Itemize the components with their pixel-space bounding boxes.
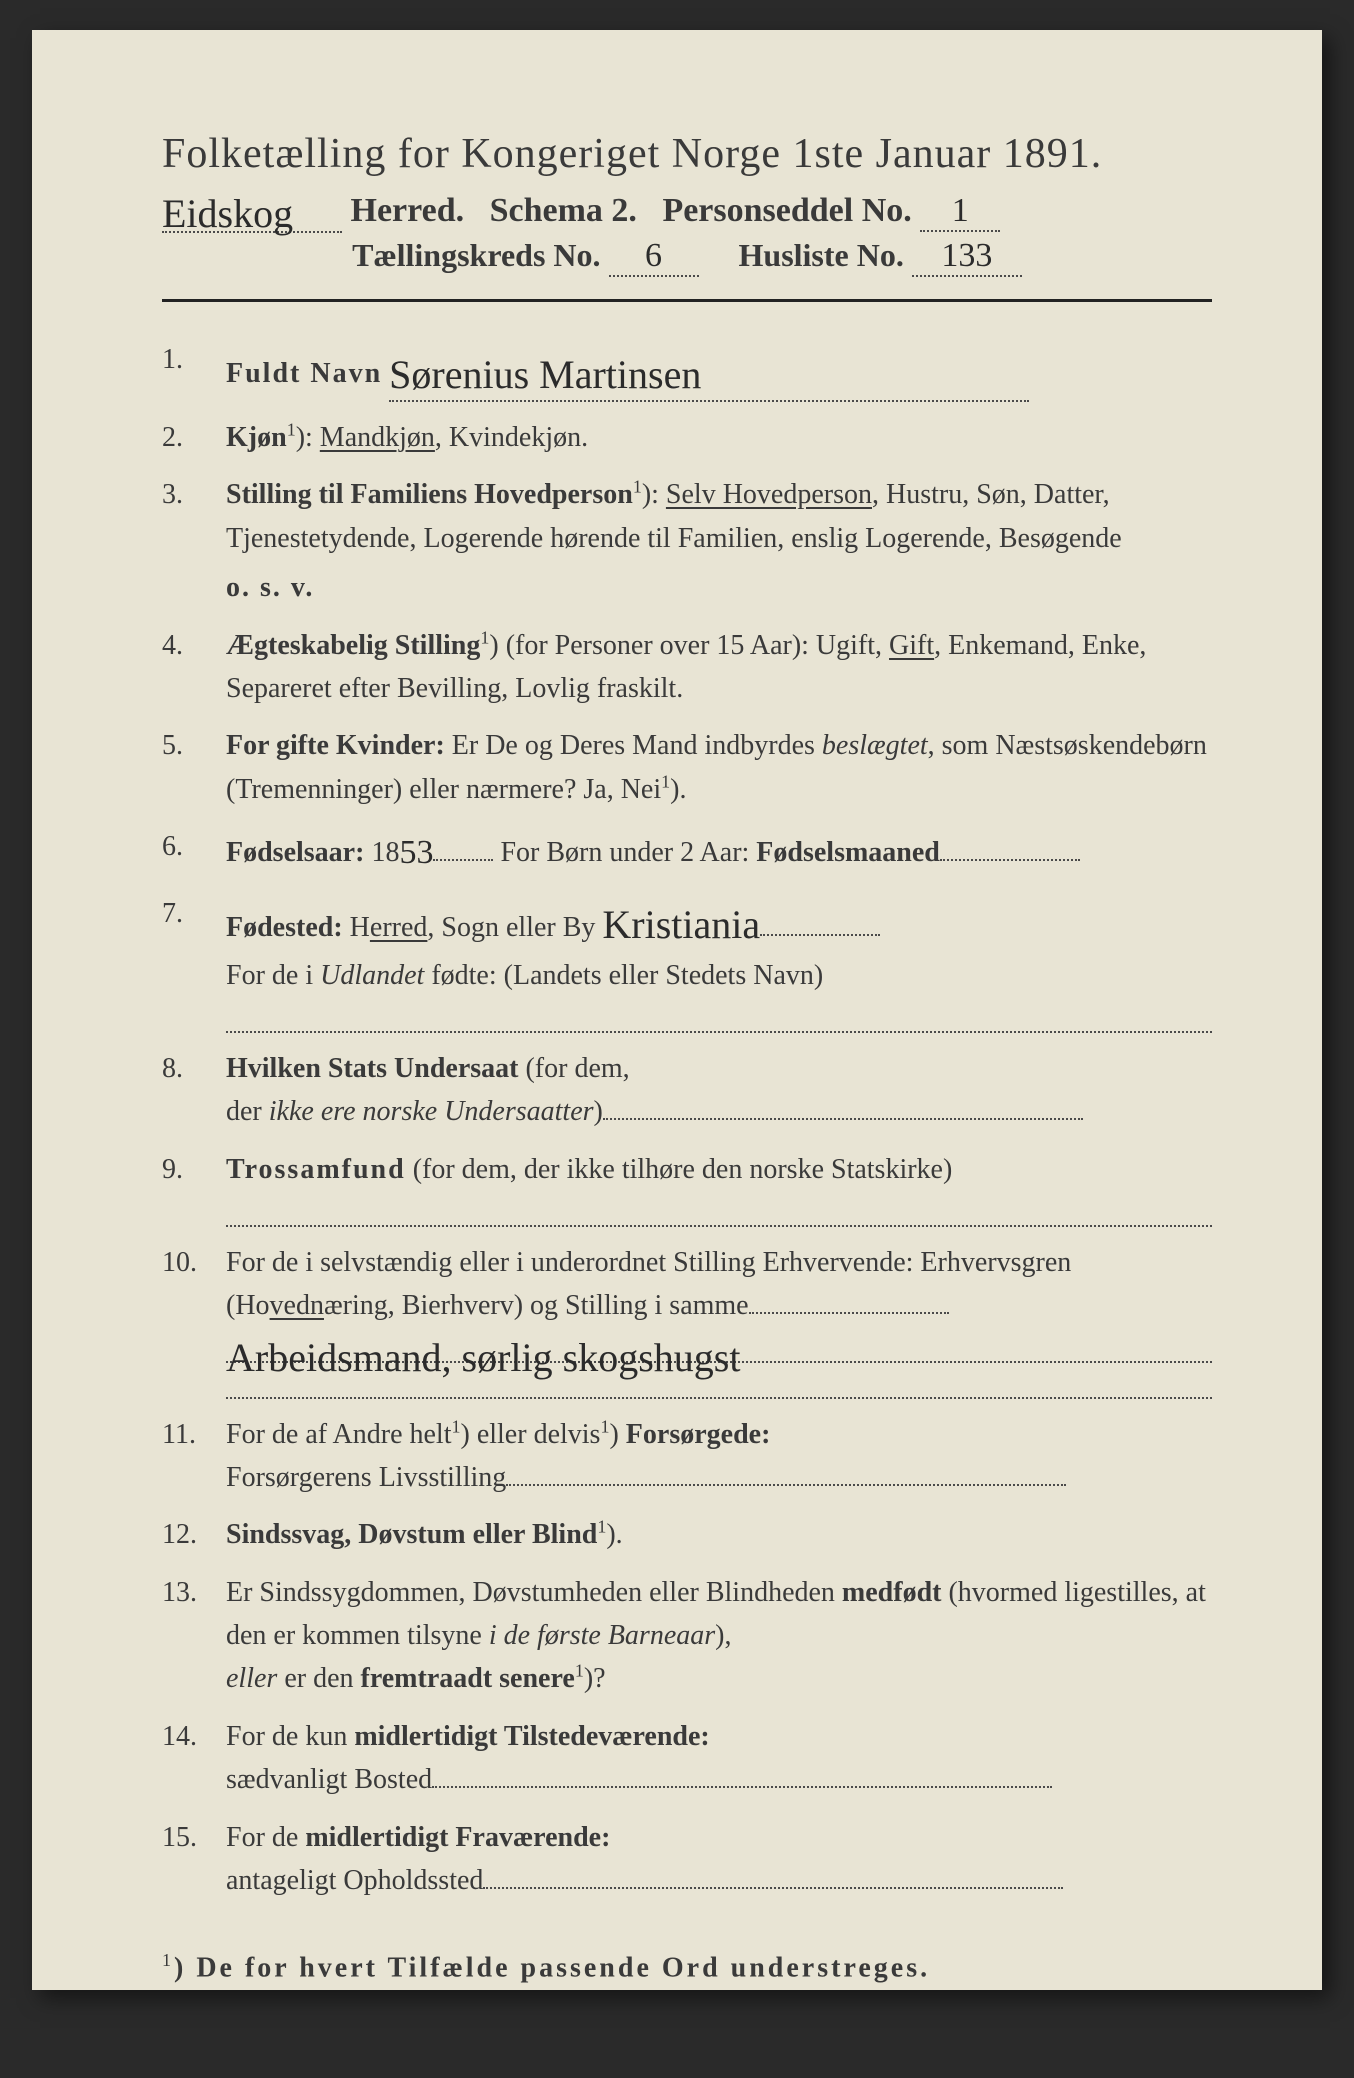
field-3: 3. Stilling til Familiens Hovedperson1):… [162, 473, 1212, 609]
label-stilling: Stilling til Familiens Hovedperson [226, 479, 633, 510]
divider [162, 299, 1212, 302]
selected-mandkjon: Mandkjøn [320, 422, 435, 453]
personseddel-no: 1 [952, 192, 969, 229]
label-kjon: Kjøn [226, 422, 287, 453]
occupation-handwritten: Arbeidsmand, sørlig skogshugst [226, 1327, 740, 1389]
label-gifte-kvinder: For gifte Kvinder: [226, 730, 445, 761]
tkreds-no: 6 [645, 237, 662, 274]
label-fodested: Fødested: [226, 912, 343, 943]
label-undersaat: Hvilken Stats Undersaat [226, 1053, 518, 1084]
label-fuldt-navn: Fuldt Navn [226, 358, 382, 389]
field-11: 11. For de af Andre helt1) eller delvis1… [162, 1413, 1212, 1500]
husliste-no: 133 [941, 237, 992, 274]
field-15: 15. For de midlertidigt Fraværende: anta… [162, 1816, 1212, 1903]
selected-gift: Gift [889, 630, 934, 661]
schema-label: Schema 2. [490, 192, 637, 229]
label-aegteskab: Ægteskabelig Stilling [226, 630, 480, 661]
census-form-page: Folketælling for Kongeriget Norge 1ste J… [32, 30, 1322, 1990]
header-line-2: Tællingskreds No. 6 Husliste No. 133 [162, 237, 1212, 277]
label-sindssvag: Sindssvag, Døvstum eller Blind [226, 1519, 597, 1550]
field-1: 1. Fuldt Navn Sørenius Martinsen [162, 338, 1212, 402]
birthplace-handwritten: Kristiania [602, 894, 760, 956]
field-8: 8. Hvilken Stats Undersaat (for dem, der… [162, 1047, 1212, 1134]
birthyear-handwritten: 53 [399, 834, 433, 871]
field-13: 13. Er Sindssygdommen, Døvstumheden elle… [162, 1571, 1212, 1701]
field-14: 14. For de kun midlertidigt Tilstedevære… [162, 1715, 1212, 1802]
footnote: 1) De for hvert Tilfælde passende Ord un… [162, 1950, 1212, 1984]
field-6: 6. Fødselsaar: 1853 For Børn under 2 Aar… [162, 825, 1212, 878]
herred-label: Herred. [351, 192, 465, 229]
herred-handwritten: Eidskog [162, 190, 293, 237]
field-4: 4. Ægteskabelig Stilling1) (for Personer… [162, 624, 1212, 711]
label-trossamfund: Trossamfund [226, 1154, 406, 1185]
name-handwritten: Sørenius Martinsen [389, 344, 701, 406]
selected-selv-hovedperson: Selv Hovedperson [666, 479, 872, 510]
field-10: 10. For de i selvstændig eller i underor… [162, 1241, 1212, 1399]
form-fields: 1. Fuldt Navn Sørenius Martinsen 2. Kjøn… [162, 338, 1212, 1902]
header-line-1: Eidskog Herred. Schema 2. Personseddel N… [162, 184, 1212, 233]
label-fodselsaar: Fødselsaar: [226, 837, 364, 868]
husliste-label: Husliste No. [739, 237, 904, 273]
field-7: 7. Fødested: Herred, Sogn eller By Krist… [162, 892, 1212, 1033]
field-9: 9. Trossamfund (for dem, der ikke tilhør… [162, 1148, 1212, 1227]
tkreds-label: Tællingskreds No. [352, 237, 600, 273]
field-12: 12. Sindssvag, Døvstum eller Blind1). [162, 1513, 1212, 1556]
field-2: 2. Kjøn1): Mandkjøn, Kvindekjøn. [162, 416, 1212, 459]
field-5: 5. For gifte Kvinder: Er De og Deres Man… [162, 724, 1212, 811]
personseddel-label: Personseddel No. [662, 192, 911, 229]
page-title: Folketælling for Kongeriget Norge 1ste J… [162, 130, 1212, 178]
